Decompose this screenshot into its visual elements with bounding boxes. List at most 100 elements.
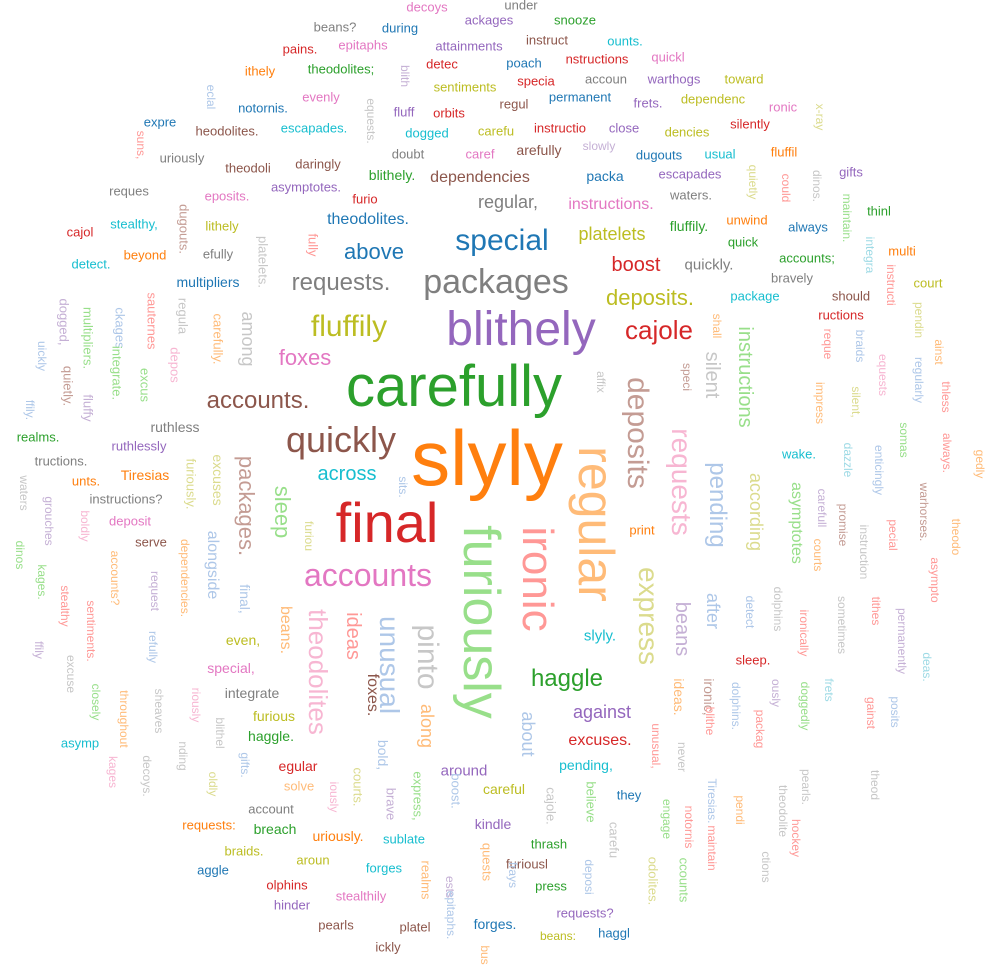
word-pinto: pinto: [411, 624, 444, 690]
word-orbits: orbits: [433, 105, 465, 121]
word-excuse: excuse: [64, 654, 78, 694]
word-silent: silent,: [849, 386, 863, 418]
word-decoys: decoys.: [140, 755, 154, 797]
word-pending: pending: [704, 462, 731, 548]
word-asymp: asymp: [60, 735, 100, 751]
word-efully: efully: [202, 246, 234, 262]
word-forges: forges.: [473, 916, 517, 932]
word-theodoli: theodoli: [225, 160, 271, 176]
word-dugouts: dugouts: [635, 147, 683, 163]
word-dependencies: dependencies: [430, 169, 530, 186]
word-carefu: carefu: [606, 821, 622, 859]
word-warhorses: warhorses.: [917, 482, 931, 542]
word-ronic: ronic: [768, 99, 798, 115]
word-brave: brave: [383, 787, 399, 821]
word-cajole: cajole.: [543, 787, 559, 825]
word-dogged: dogged,: [56, 298, 72, 346]
word-press: press: [535, 878, 567, 894]
word-platel: platel: [399, 919, 431, 935]
word-ickly: ickly: [375, 939, 401, 955]
word-uickly: uickly: [35, 340, 49, 372]
word-speci: speci: [680, 362, 694, 392]
word-integrate: integrate: [224, 685, 280, 701]
word-haggle: haggle: [530, 665, 604, 692]
word-blithely: blithely.: [368, 167, 416, 183]
word-carefu: carefu: [477, 123, 515, 139]
word-affix: affix: [594, 371, 608, 393]
word-instruct: instruct: [526, 32, 568, 48]
word-carefully: carefully.: [210, 313, 226, 365]
word-reque: reque: [821, 328, 835, 360]
word-final: final,: [237, 584, 253, 614]
word-wake: wake.: [782, 446, 816, 462]
word-eclal: eclal: [204, 84, 218, 110]
word-unusual: unusual,: [649, 723, 663, 769]
word-quickly: quickly: [285, 419, 397, 460]
word-detect: detect: [743, 595, 757, 629]
word-enticingly: enticingly: [872, 444, 886, 496]
word-ironically: ironically: [797, 609, 811, 657]
word-along: along: [417, 703, 437, 749]
word-theodolites: theodolites;: [307, 61, 375, 77]
word-shall: shall: [710, 313, 724, 339]
word-theodolites: theodolites.: [327, 211, 409, 228]
word-tructions: tructions.: [34, 453, 88, 469]
word-asymptotes: asymptotes.: [270, 179, 342, 195]
word-theod: theod: [868, 769, 882, 801]
word-furiou: furiou: [302, 520, 316, 552]
word-hockey: hockey: [789, 818, 803, 858]
word-pearls: pearls: [318, 917, 354, 933]
word-permanent: permanent: [548, 89, 612, 105]
word-tiresias: Tiresias.: [705, 778, 719, 824]
word-believe: believe: [583, 781, 599, 823]
word-posits: posits: [888, 696, 902, 728]
word-maintain: maintain: [705, 825, 719, 871]
word-hinder: hinder: [273, 897, 311, 913]
word-uriously: uriously.: [312, 828, 364, 844]
word-sublate: sublate: [383, 831, 425, 847]
word-dazzle: dazzle: [841, 442, 855, 478]
word-unwind: unwind: [726, 212, 768, 228]
word-refully: refully: [146, 630, 160, 664]
word-pending: pending,: [559, 757, 613, 773]
word-careful: careful: [482, 781, 526, 797]
word-could: could: [779, 173, 793, 203]
word-sheaves: sheaves: [152, 688, 166, 734]
word-thinl: thinl: [867, 203, 891, 219]
word-usual: usual: [704, 146, 736, 162]
word-breach: breach: [253, 821, 297, 837]
word-asympto: asympto: [928, 557, 942, 603]
word-they: they: [616, 787, 642, 803]
word-kages: kages: [106, 755, 120, 789]
word-eposits: eposits.: [204, 188, 250, 204]
word-print: print: [629, 522, 655, 538]
word-dinos: dinos: [13, 540, 27, 570]
word-serve: serve: [135, 534, 167, 550]
word-requests: requests:: [182, 817, 236, 833]
word-multipliers: multipliers: [176, 274, 240, 290]
word-quietly: quietly: [746, 164, 760, 200]
word-decoys: decoys: [406, 0, 448, 15]
word-sentiments: sentiments: [433, 79, 497, 95]
word-above: above: [344, 239, 404, 264]
word-integrate: integrate.: [109, 345, 125, 401]
word-special: special,: [207, 660, 255, 676]
word-according: according: [746, 472, 766, 552]
word-bravely: bravely: [771, 270, 813, 286]
word-packag: packag: [753, 709, 767, 749]
word-accounts: accounts.: [206, 387, 310, 414]
word-evenly: evenly: [302, 89, 340, 105]
word-escapades: escapades.: [280, 120, 348, 136]
word-braids: braids.: [224, 843, 264, 859]
word-cajole: cajole: [625, 315, 693, 345]
word-detec: detec: [426, 56, 458, 72]
word-braids: braids: [853, 329, 867, 363]
word-thrash: thrash: [530, 836, 568, 852]
word-about: about: [518, 711, 538, 757]
word-against: against: [572, 702, 632, 722]
word-requests: requests: [666, 428, 697, 536]
word-frays: frays: [506, 861, 520, 889]
word-dolphins: dolphins: [771, 586, 785, 632]
word-dencies: dencies: [664, 124, 710, 140]
word-olphins: olphins: [266, 877, 308, 893]
